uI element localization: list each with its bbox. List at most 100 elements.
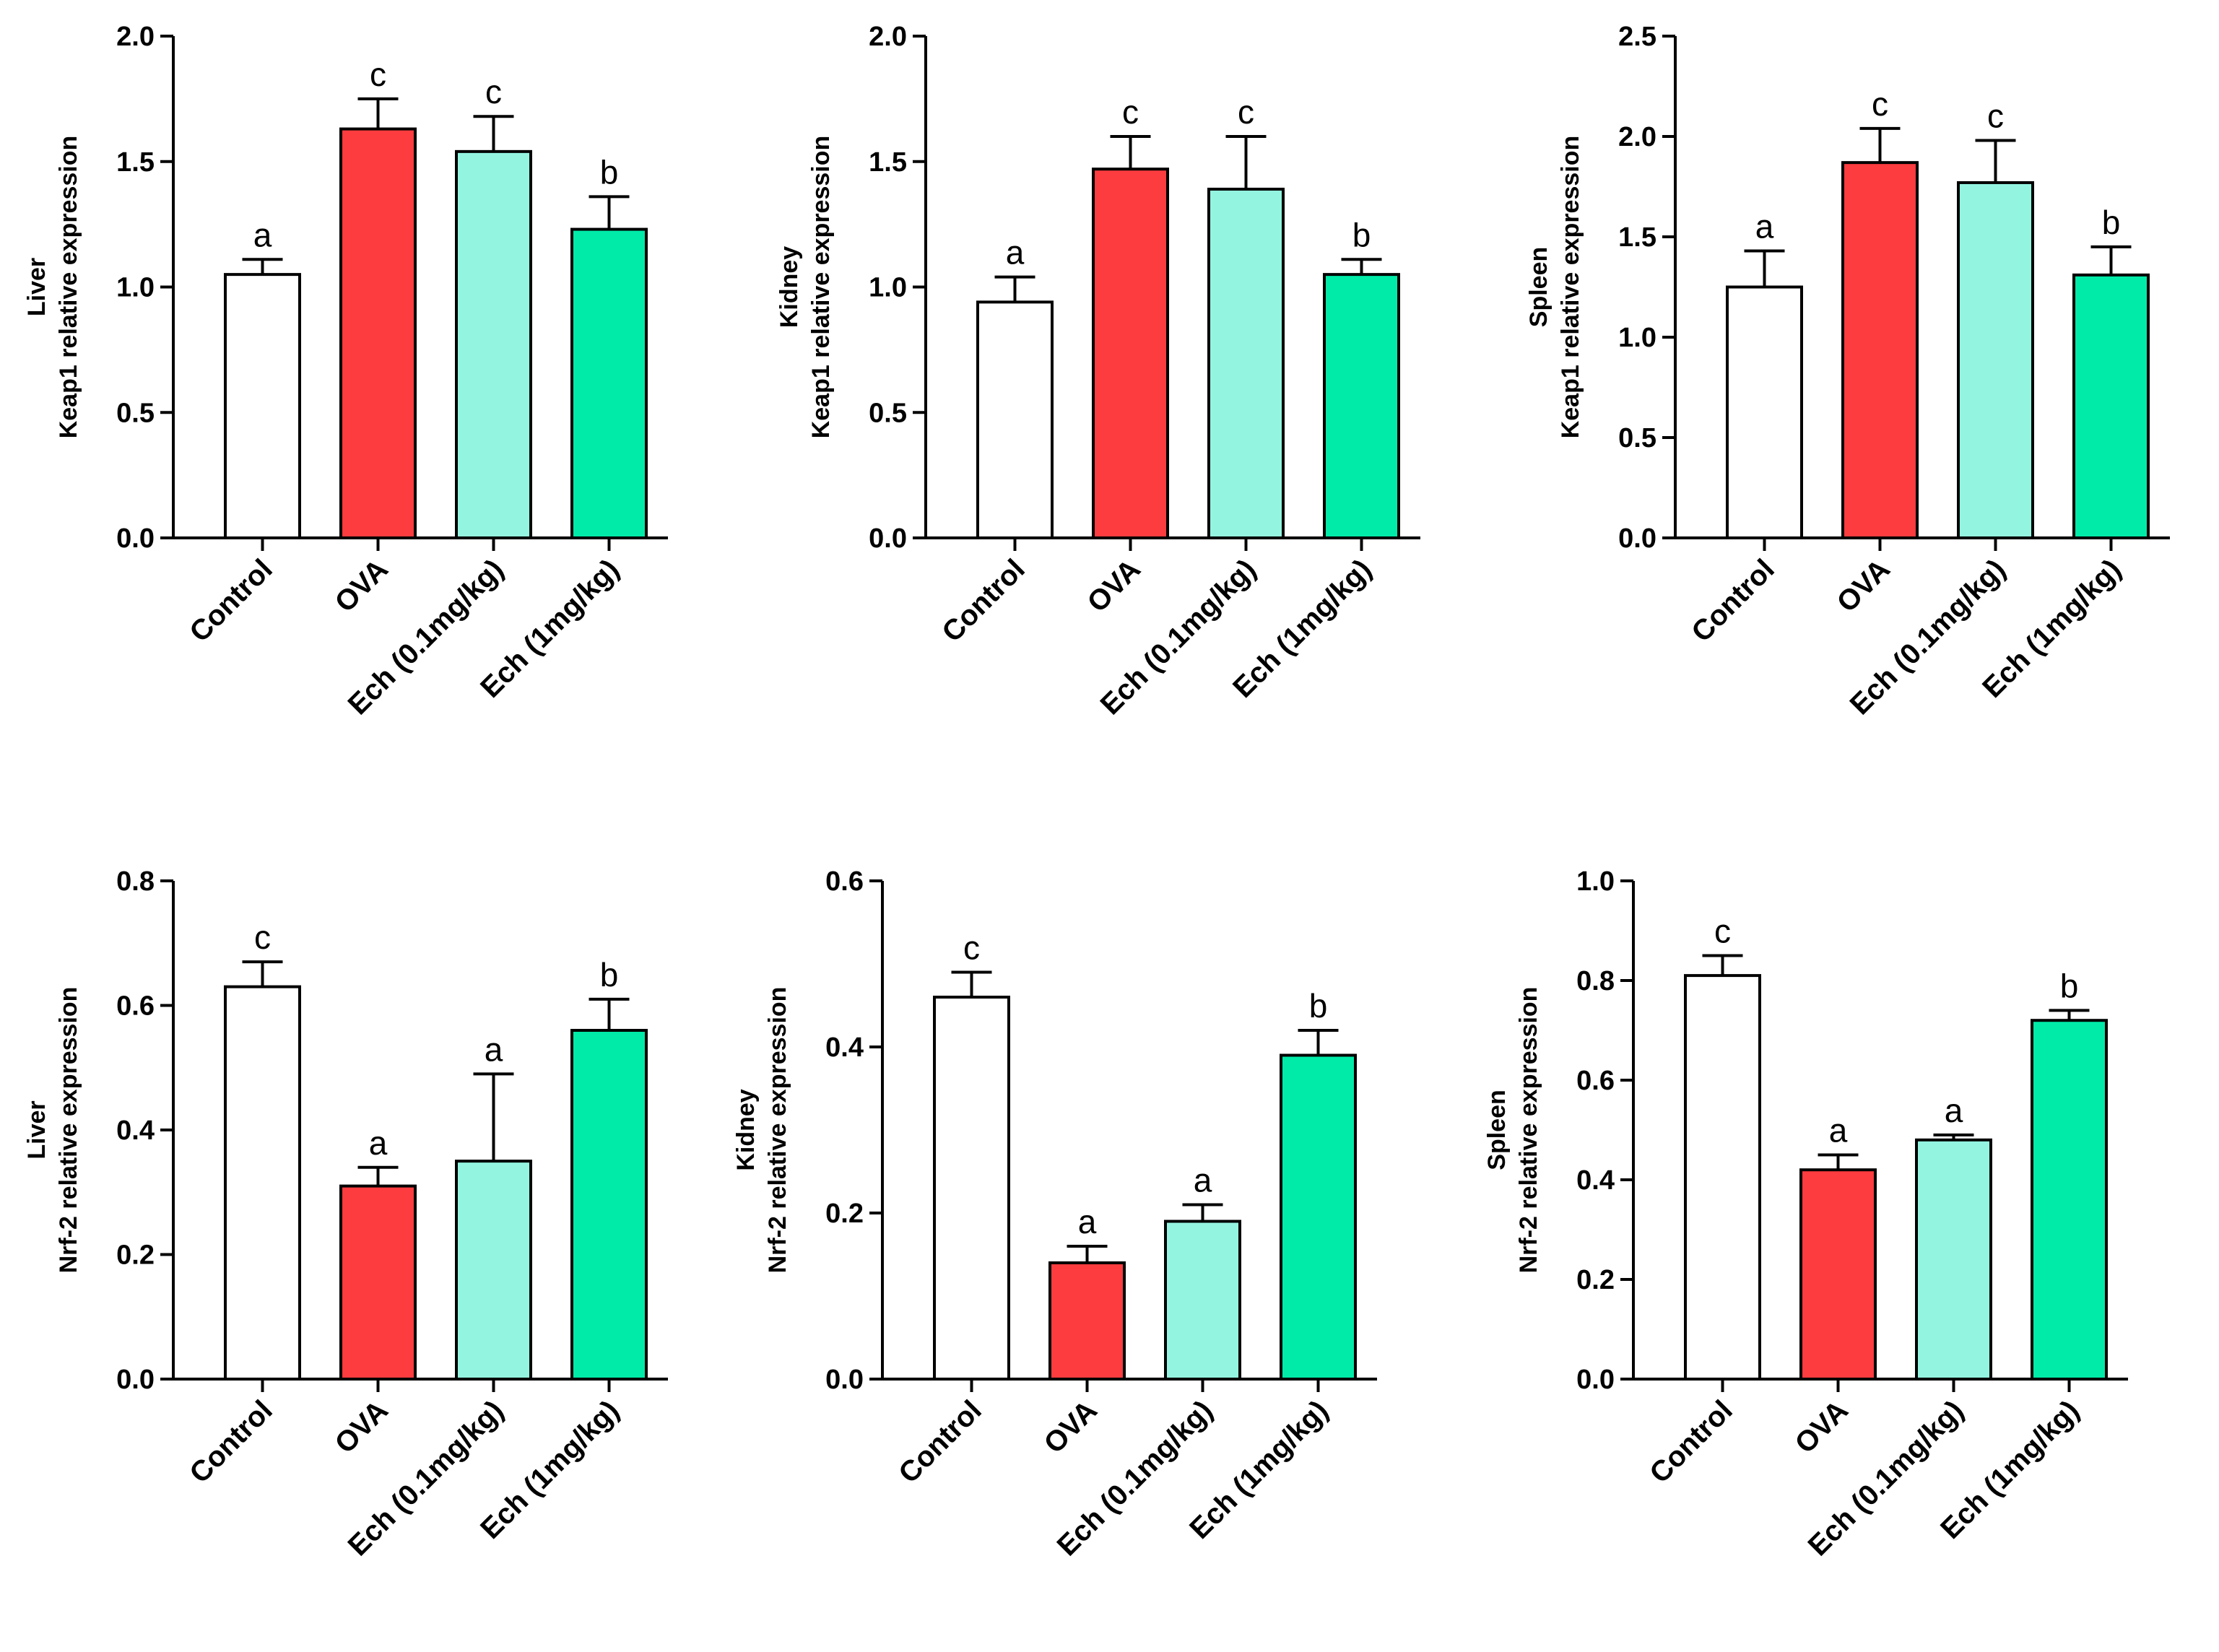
significance-letter: c — [1122, 93, 1139, 131]
significance-letter: b — [2102, 204, 2121, 241]
significance-letter: b — [1309, 987, 1328, 1025]
significance-letter: a — [1006, 234, 1025, 271]
significance-letter: c — [485, 73, 502, 110]
significance-letter: c — [370, 56, 386, 93]
category-label: OVA — [329, 553, 394, 618]
chart-panel-kidney-nrf-2: 0.0 0.2 0.4 0.6 Kidney Nrf-2 relative express… — [732, 866, 1377, 1562]
y-tick-label: 2.5 — [1618, 22, 1656, 52]
y-axis-title-organ: Liver — [23, 1100, 51, 1159]
y-tick-label: 0.0 — [1576, 1365, 1615, 1395]
y-tick-label: 0.5 — [869, 398, 907, 428]
y-tick-label: 0.6 — [116, 991, 155, 1022]
bar — [933, 996, 1010, 1381]
category-label: Control — [183, 553, 279, 648]
category-label: Control — [1685, 553, 1781, 648]
significance-letter: a — [1194, 1162, 1212, 1199]
bar — [1207, 187, 1285, 539]
category-label: OVA — [1038, 1394, 1103, 1459]
significance-letter: a — [369, 1124, 388, 1162]
bar — [1323, 273, 1400, 539]
significance-letter: c — [1872, 85, 1888, 123]
y-tick-label: 1.5 — [116, 147, 155, 178]
significance-letter: b — [600, 956, 619, 994]
chart-panel-liver-keap1: 0.0 0.5 1.0 1.5 2.0 Liver Keap1 relative expre… — [23, 22, 668, 721]
significance-letter: a — [485, 1030, 503, 1068]
bar — [976, 300, 1054, 539]
y-tick-label: 0.6 — [825, 866, 864, 897]
y-tick-label: 1.0 — [869, 273, 907, 303]
bar — [1164, 1220, 1241, 1381]
significance-letter: b — [600, 153, 619, 191]
significance-letter: a — [1829, 1112, 1848, 1149]
category-label: Control — [183, 1394, 279, 1490]
bar — [224, 273, 301, 539]
bar — [455, 149, 532, 540]
y-tick-label: 1.0 — [116, 273, 155, 303]
y-axis-title-organ: Liver — [23, 258, 51, 316]
bar — [1280, 1053, 1357, 1381]
bar — [339, 127, 417, 539]
y-tick-label: 0.0 — [116, 523, 155, 554]
bar — [1841, 161, 1919, 539]
y-tick-label: 0.4 — [116, 1116, 155, 1146]
bar — [1915, 1138, 1992, 1381]
y-tick-label: 0.0 — [825, 1365, 864, 1395]
y-tick-label: 1.0 — [1576, 866, 1615, 897]
category-label: Control — [893, 1394, 988, 1490]
y-axis-title-measure: Keap1 relative expression — [55, 136, 82, 439]
y-tick-label: 1.5 — [1618, 222, 1656, 253]
y-tick-label: 0.4 — [825, 1032, 864, 1063]
bar — [2072, 273, 2150, 539]
category-label: Control — [1643, 1394, 1739, 1490]
category-label: OVA — [1831, 553, 1896, 618]
significance-letter: a — [1945, 1092, 1963, 1129]
y-tick-label: 1.0 — [1618, 323, 1656, 353]
y-axis-title-measure: Nrf-2 relative expression — [1515, 987, 1542, 1274]
y-axis-title-measure: Nrf-2 relative expression — [764, 987, 791, 1274]
y-axis-title-organ: Kidney — [776, 246, 803, 328]
y-tick-label: 0.2 — [1576, 1265, 1615, 1295]
category-label: OVA — [1082, 553, 1147, 618]
y-tick-label: 0.5 — [116, 398, 155, 428]
significance-letter: a — [253, 216, 272, 253]
bar — [1799, 1168, 1877, 1381]
y-tick-label: 0.4 — [1576, 1165, 1615, 1196]
y-axis-title-measure: Keap1 relative expression — [807, 136, 835, 439]
chart-panel-kidney-keap1: 0.0 0.5 1.0 1.5 2.0 Kidney Keap1 relative expr… — [776, 22, 1420, 721]
bar — [1957, 181, 2034, 539]
significance-letter: c — [1714, 913, 1731, 950]
y-tick-label: 2.0 — [1618, 122, 1656, 152]
category-label: Control — [936, 553, 1031, 648]
y-tick-label: 0.6 — [1576, 1066, 1615, 1096]
y-tick-label: 0.0 — [116, 1365, 155, 1395]
bar — [455, 1160, 532, 1381]
chart-panel-spleen-nrf-2: 0.0 0.2 0.4 0.6 0.8 1.0 Spleen Nrf-2 relative e… — [1483, 866, 2128, 1562]
bar — [1726, 285, 1803, 539]
significance-letter: c — [1987, 97, 2004, 135]
y-tick-label: 0.8 — [116, 866, 155, 897]
bar — [570, 1029, 648, 1381]
significance-letter: b — [2060, 967, 2079, 1004]
bar — [2031, 1019, 2108, 1381]
bar — [339, 1184, 417, 1381]
y-axis-title-organ: Spleen — [1525, 247, 1553, 327]
y-tick-label: 2.0 — [116, 22, 155, 52]
y-tick-label: 0.2 — [116, 1240, 155, 1271]
bar — [1048, 1261, 1126, 1381]
y-axis-title-organ: Kidney — [732, 1089, 760, 1170]
significance-letter: c — [254, 918, 271, 956]
y-tick-label: 0.0 — [1618, 523, 1656, 554]
bar — [1092, 168, 1169, 540]
significance-letter: b — [1352, 216, 1371, 253]
y-tick-label: 0.2 — [825, 1199, 864, 1229]
y-tick-label: 1.5 — [869, 147, 907, 178]
y-axis-title-organ: Spleen — [1483, 1090, 1511, 1170]
bar — [570, 227, 648, 539]
y-tick-label: 2.0 — [869, 22, 907, 52]
chart-panel-spleen-keap1: 0.0 0.5 1.0 1.5 2.0 2.5 Spleen Keap1 relative e… — [1525, 22, 2170, 721]
y-axis-title-measure: Nrf-2 relative expression — [55, 987, 82, 1274]
bar — [1684, 974, 1761, 1381]
significance-letter: a — [1755, 207, 1774, 245]
category-label: OVA — [1789, 1394, 1854, 1459]
